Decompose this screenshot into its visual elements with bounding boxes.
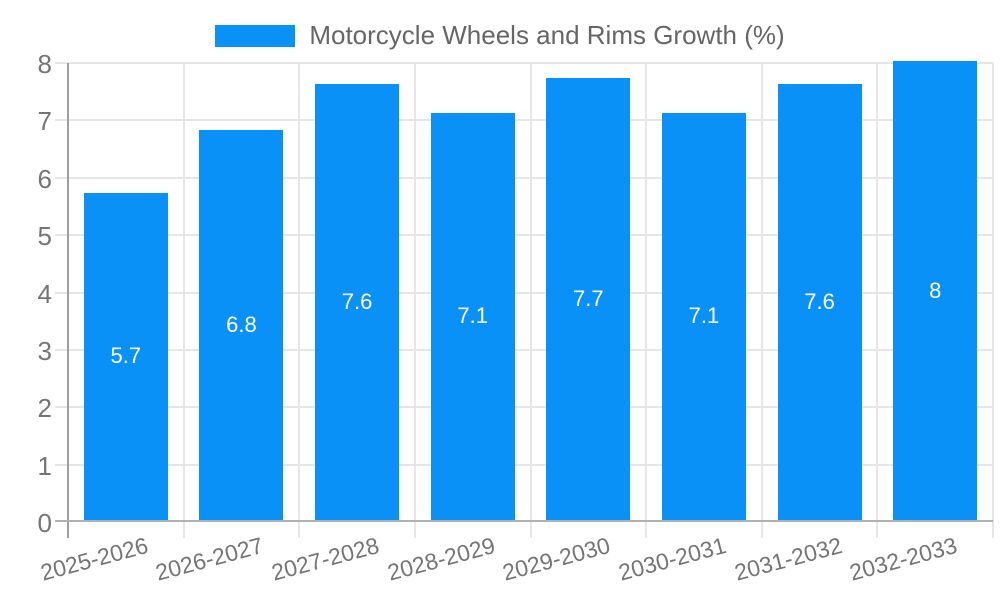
x-gridline: [182, 63, 185, 538]
y-axis-tick-label: 1: [37, 450, 52, 481]
y-axis-tick-label: 3: [37, 335, 52, 366]
x-axis-line: [55, 520, 993, 522]
x-gridline: [876, 63, 879, 538]
x-axis-tick-label: 2032-2033: [846, 532, 960, 586]
y-axis-tick-label: 8: [37, 49, 52, 79]
y-axis-tick-label: 5: [37, 221, 52, 252]
y-gridline: [55, 463, 993, 466]
bar-value-label: 7.1: [457, 303, 488, 329]
x-gridline: [529, 63, 532, 538]
bar-value-label: 7.7: [573, 286, 604, 312]
y-axis-line: [67, 63, 69, 538]
x-axis-tick-label: 2031-2032: [731, 532, 845, 586]
legend: Motorcycle Wheels and Rims Growth (%): [0, 20, 1000, 51]
x-axis-tick-label: 2026-2027: [153, 532, 267, 586]
legend-swatch: [215, 24, 296, 47]
x-gridline: [298, 63, 301, 538]
y-gridline: [55, 119, 993, 122]
bar[interactable]: 6.8: [199, 129, 284, 520]
y-axis-tick-label: 7: [37, 106, 52, 137]
bar-value-label: 8: [929, 277, 942, 303]
bar-value-label: 5.7: [110, 343, 142, 369]
y-axis-tick-label: 4: [37, 278, 52, 309]
x-gridline: [413, 63, 416, 538]
plot-area: 0 1 2 3 4 5 6 7 8 5.7 6.8 7.6 7.1 7.7 7.1 7.6 8 2025-2026…: [38, 51, 994, 586]
x-gridline: [760, 63, 763, 538]
bar[interactable]: 5.7: [83, 192, 168, 520]
y-gridline: [55, 234, 993, 237]
legend-label: Motorcycle Wheels and Rims Growth (%): [309, 20, 785, 50]
x-gridline: [645, 63, 648, 538]
x-axis-tick-label: 2027-2028: [268, 532, 382, 586]
bar-value-label: 6.8: [226, 311, 257, 337]
bar[interactable]: 7.1: [430, 112, 515, 520]
bar[interactable]: 7.1: [661, 112, 746, 520]
y-gridline: [55, 348, 993, 351]
bar-value-label: 7.6: [804, 288, 835, 314]
y-gridline: [55, 291, 993, 294]
legend-item[interactable]: Motorcycle Wheels and Rims Growth (%): [215, 20, 785, 51]
y-gridline: [55, 406, 993, 409]
y-axis-tick-label: 2: [37, 393, 52, 424]
y-axis-tick-label: 6: [37, 163, 52, 194]
y-axis-tick-label: 0: [37, 508, 52, 538]
bar[interactable]: 7.6: [315, 83, 400, 520]
x-gridline: [992, 63, 994, 538]
x-axis-tick-label: 2025-2026: [37, 532, 151, 586]
x-axis-tick-label: 2030-2031: [615, 532, 729, 586]
x-axis-tick-label: 2028-2029: [384, 532, 498, 586]
y-gridline: [55, 62, 993, 64]
x-axis-tick-label: 2029-2030: [500, 532, 614, 586]
bar[interactable]: 7.6: [777, 83, 862, 520]
y-gridline: [55, 176, 993, 179]
bar-value-label: 7.1: [688, 303, 720, 329]
bar-value-label: 7.6: [341, 288, 373, 314]
bar[interactable]: 8: [893, 61, 978, 520]
bar[interactable]: 7.7: [546, 78, 631, 520]
